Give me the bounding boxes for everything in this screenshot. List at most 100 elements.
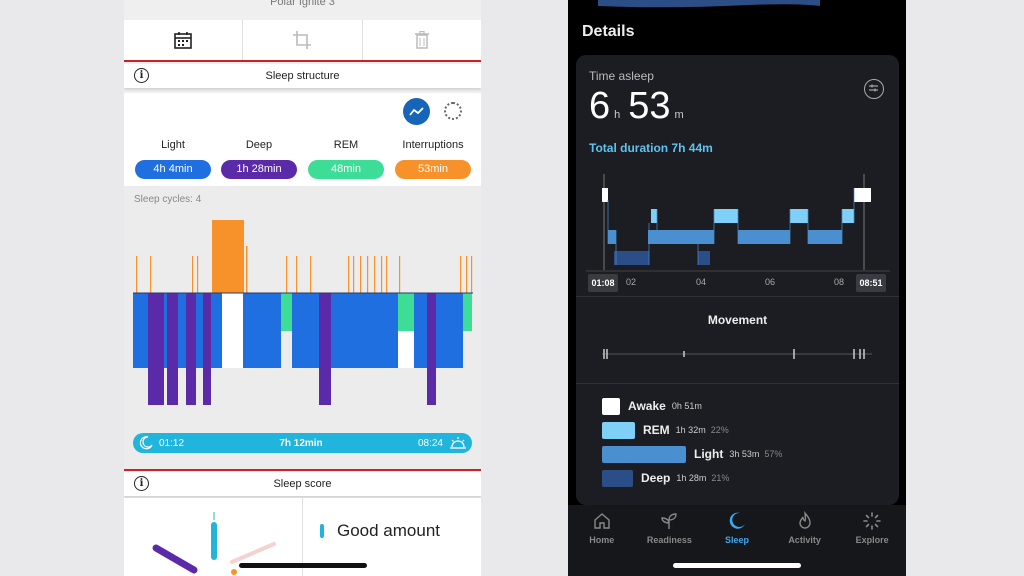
total-duration: Total duration 7h 44m: [589, 141, 713, 155]
stage-light: Light 4h 4min: [135, 139, 211, 179]
start-time-tag: 01:08: [588, 274, 618, 292]
legend-deep: Deep 1h 28m 21%: [602, 469, 729, 487]
legend-swatch: [602, 469, 633, 487]
stage-rem: REM 48min: [308, 139, 384, 179]
nav-label: Readiness: [646, 535, 692, 545]
good-amount-label: Good amount: [337, 521, 441, 540]
legend-light: Light 3h 53m 57%: [602, 445, 782, 463]
sliders-icon: [869, 84, 878, 92]
nav-explore[interactable]: Explore: [838, 505, 906, 576]
nav-home[interactable]: Home: [568, 505, 636, 576]
stage-value-pill: 1h 28min: [221, 160, 297, 179]
toolbar: [124, 20, 481, 62]
legend-percent: 21%: [711, 473, 730, 483]
stage-value-pill: 53min: [395, 160, 471, 179]
home-icon: [594, 513, 610, 529]
nav-label: Activity: [788, 535, 821, 545]
legend-swatch: [602, 421, 635, 439]
calendar-button[interactable]: [124, 20, 244, 60]
legend-duration: 1h 32m: [675, 425, 706, 435]
legend-name: Deep: [641, 471, 671, 485]
stage-value-pill: 48min: [308, 160, 384, 179]
deep-sleep-blocks: [148, 293, 436, 405]
tick-label: 06: [765, 277, 776, 287]
nav-sleep[interactable]: Sleep: [703, 505, 771, 576]
legend-duration: 3h 53m: [729, 449, 760, 459]
stage-value-pill: 4h 4min: [135, 160, 211, 179]
details-heading: Details: [582, 23, 635, 40]
cycle-view-icon[interactable]: [444, 102, 462, 120]
info-icon[interactable]: i: [134, 476, 149, 491]
legend-swatch: [602, 445, 686, 463]
sunrise-icon: [450, 437, 466, 449]
legend-percent: 22%: [710, 425, 729, 435]
rem-blocks: [281, 293, 472, 331]
minutes-unit: m: [674, 109, 684, 121]
sleep-end-time: 08:24: [417, 437, 443, 449]
movement-title: Movement: [707, 313, 768, 327]
legend-percent: 57%: [764, 449, 783, 459]
explore-icon: [863, 512, 881, 530]
awake-gaps: [222, 293, 414, 368]
bottom-nav: Home Readiness Sleep Activity: [568, 505, 906, 576]
trash-icon: [414, 31, 429, 49]
sleep-hypnogram-chart: Sleep cycles: 4: [124, 186, 481, 472]
stage-deep: Deep 1h 28min: [221, 139, 297, 179]
divider: [576, 296, 899, 297]
tick-label: 02: [626, 277, 637, 287]
hours-unit: h: [614, 109, 621, 121]
sleep-structure-panel: Light 4h 4min Deep 1h 28min REM 48min In…: [124, 93, 481, 186]
top-chart-remnant: [598, 0, 820, 8]
legend-name: REM: [643, 423, 670, 437]
legend-name: Awake: [628, 399, 666, 413]
filter-button[interactable]: [864, 79, 884, 99]
polar-flow-screen: Polar Ignite 3: [124, 0, 481, 576]
trend-view-button[interactable]: [403, 98, 430, 125]
crop-icon: [293, 31, 312, 49]
time-asleep-card: Time asleep 6 h 53 m Total duration 7h 4…: [576, 55, 899, 505]
legend-swatch: [602, 397, 620, 415]
crop-button[interactable]: [243, 20, 363, 60]
home-indicator: [239, 563, 367, 568]
hypnogram-graphic: [133, 220, 473, 405]
stage-interruptions: Interruptions 53min: [395, 139, 471, 179]
legend-name: Light: [694, 447, 724, 461]
sleep-start-time: 01:12: [159, 437, 185, 449]
nav-activity[interactable]: Activity: [771, 505, 839, 576]
tick-label: 08: [834, 277, 845, 287]
trend-icon: [409, 106, 424, 116]
info-icon[interactable]: i: [134, 68, 149, 83]
stage-label: REM: [333, 139, 359, 151]
nav-readiness[interactable]: Readiness: [636, 505, 704, 576]
score-divider: [302, 498, 303, 576]
sleep-score-title: Sleep score: [273, 478, 332, 490]
sprout-icon: [661, 513, 678, 529]
nav-label: Home: [589, 535, 615, 545]
tick-label: 04: [696, 277, 707, 287]
calendar-icon: [174, 31, 192, 49]
divider: [576, 383, 899, 384]
good-amount-indicator: [320, 524, 324, 538]
legend-awake: Awake 0h 51m: [602, 397, 707, 415]
sleep-score-header: i Sleep score: [124, 472, 481, 496]
flame-icon: [798, 511, 811, 529]
moon-icon: [139, 436, 153, 450]
home-indicator: [673, 563, 801, 568]
sleep-stage-hypnogram: [586, 174, 890, 272]
sleep-structure-title: Sleep structure: [265, 70, 340, 82]
hours-value: 6: [589, 85, 611, 127]
moon-icon: [729, 512, 745, 529]
interruption-bars: [136, 220, 473, 293]
sleep-cycles-label: Sleep cycles: 4: [134, 194, 202, 205]
stage-label: Interruptions: [402, 139, 464, 151]
end-time-tag: 08:51: [856, 274, 886, 292]
sleep-structure-header: i Sleep structure: [124, 64, 481, 88]
legend-duration: 1h 28m: [676, 473, 707, 483]
sleep-timeline-bar: 01:12 7h 12min 08:24: [133, 433, 472, 453]
section-divider: [124, 469, 481, 471]
delete-button[interactable]: [363, 20, 481, 60]
nav-label: Sleep: [724, 535, 749, 545]
legend-duration: 0h 51m: [671, 401, 702, 411]
minutes-value: 53: [628, 85, 671, 127]
stage-label: Light: [161, 139, 185, 151]
